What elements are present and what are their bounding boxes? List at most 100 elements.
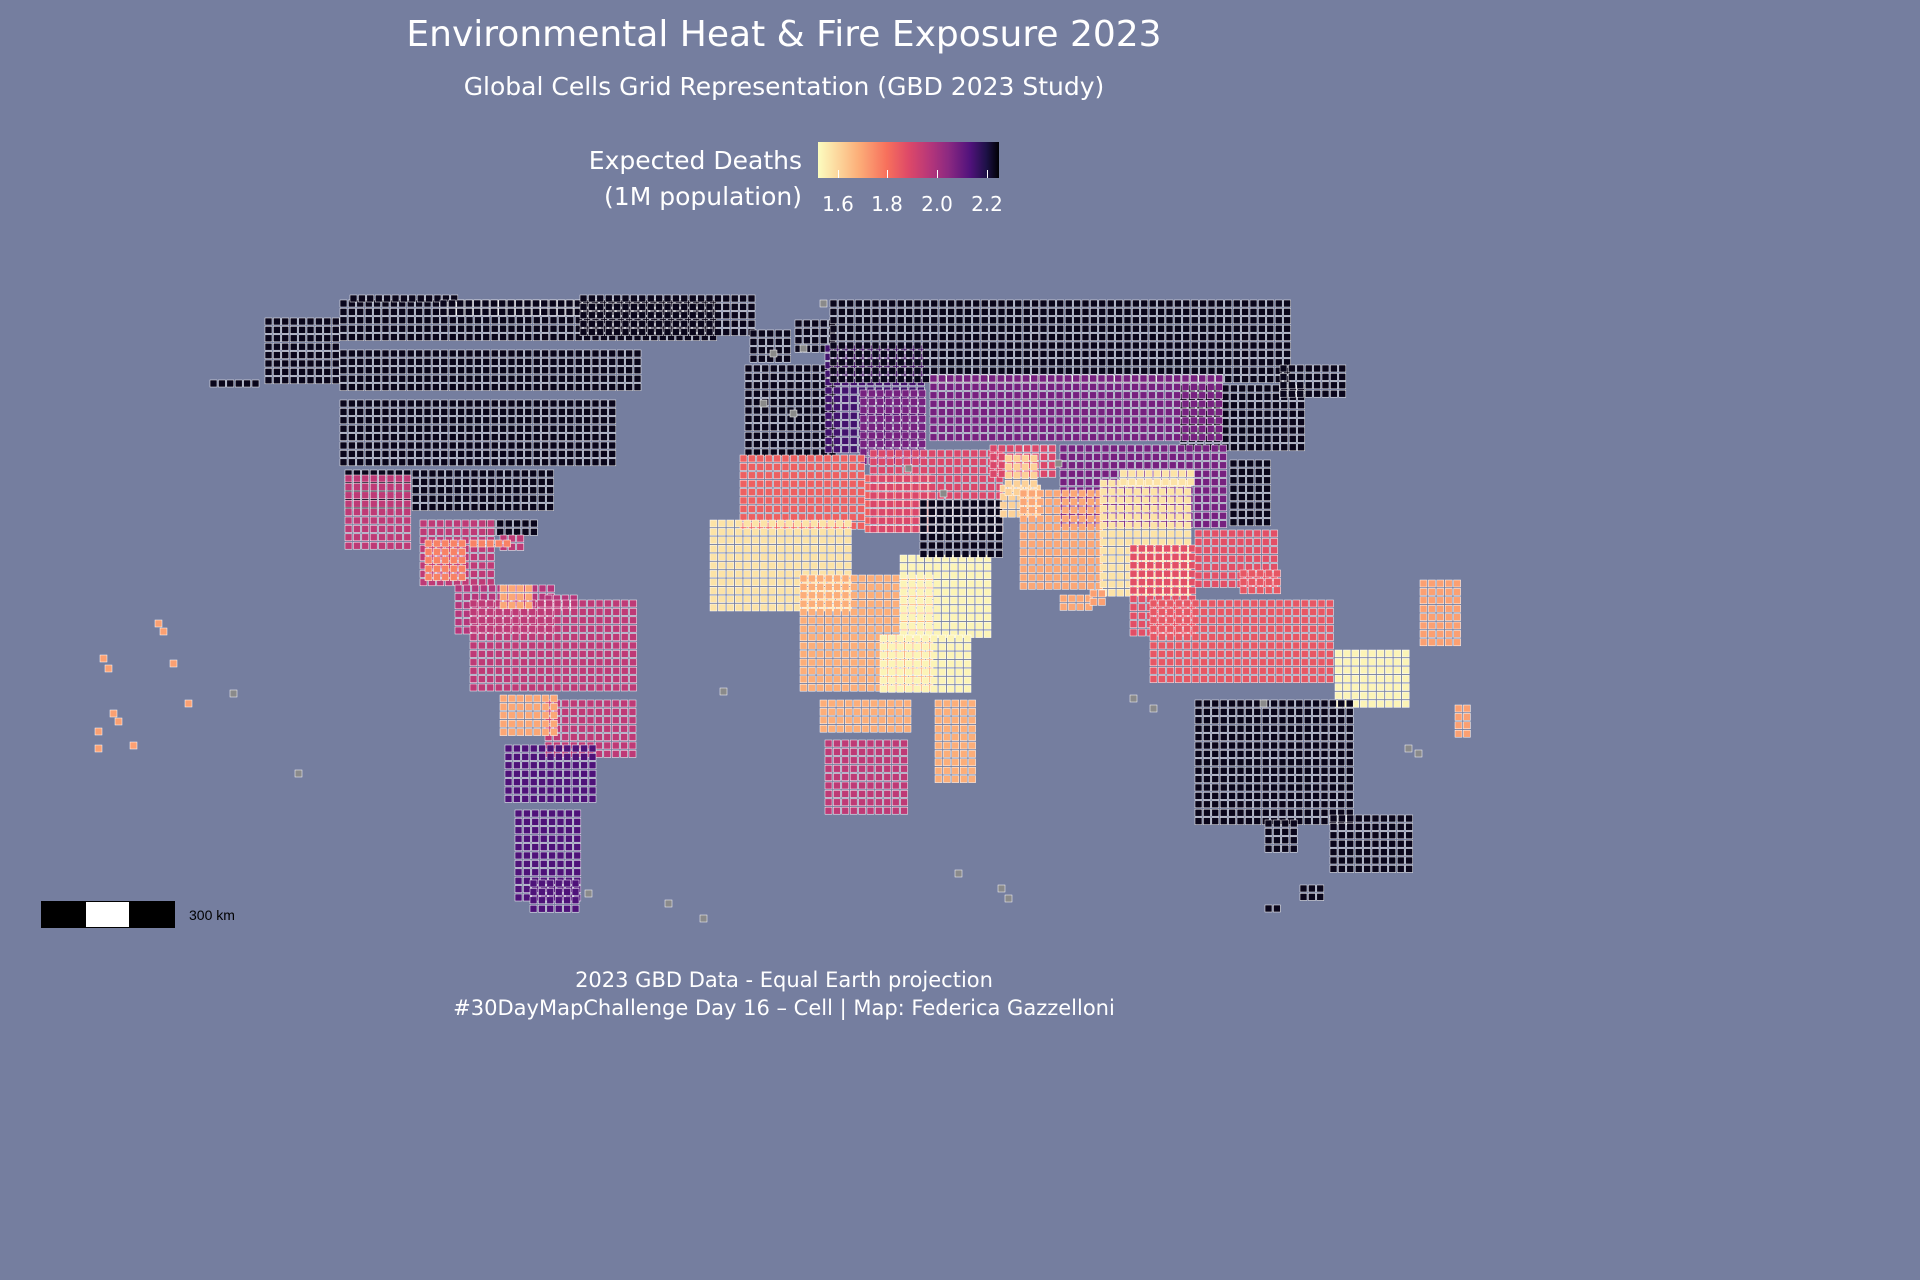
map-cell	[876, 389, 885, 398]
map-cell	[390, 374, 398, 383]
map-cell	[1122, 383, 1131, 391]
map-cell	[440, 324, 449, 333]
map-cell	[433, 564, 441, 573]
map-cell	[595, 599, 604, 608]
map-cell	[456, 299, 465, 308]
map-cell	[988, 425, 997, 433]
map-cell	[1190, 433, 1198, 442]
map-cell	[989, 324, 997, 333]
map-cell	[516, 694, 525, 703]
map-cell	[886, 491, 895, 500]
map-cell	[449, 564, 458, 573]
map-cell	[553, 608, 562, 616]
map-cell	[511, 683, 520, 692]
map-cell	[878, 508, 886, 517]
map-cell	[840, 454, 849, 463]
map-cell	[1106, 350, 1115, 358]
map-cell	[440, 450, 449, 458]
map-cell	[1190, 374, 1198, 383]
map-cell	[273, 368, 281, 376]
map-cell	[1219, 469, 1227, 478]
map-cell	[1013, 488, 1021, 496]
map-cell	[950, 613, 958, 622]
map-cell	[331, 376, 340, 385]
map-cell	[494, 650, 503, 658]
map-cell	[432, 316, 440, 325]
map-cell	[871, 308, 880, 316]
map-cell	[951, 766, 960, 775]
map-cell	[1061, 565, 1070, 573]
map-cell	[530, 519, 538, 528]
map-cell	[591, 458, 600, 467]
map-cell	[959, 741, 968, 750]
map-cell	[899, 588, 908, 596]
map-cell	[1255, 409, 1263, 418]
map-cell	[558, 324, 566, 333]
map-cell	[766, 329, 775, 338]
map-cell	[1036, 565, 1045, 573]
map-cell	[829, 333, 838, 341]
map-cell	[1177, 461, 1185, 470]
map-cell	[532, 458, 541, 467]
map-cell	[541, 416, 549, 425]
map-cell	[537, 478, 546, 486]
map-cell	[562, 650, 570, 658]
map-cell	[498, 299, 507, 308]
map-cell	[398, 366, 407, 375]
map-cell	[390, 416, 398, 425]
map-cell	[1165, 316, 1174, 325]
map-cell	[1241, 366, 1249, 375]
map-cell	[469, 599, 478, 608]
map-cell	[533, 719, 541, 728]
map-cell	[494, 616, 503, 625]
map-cell	[972, 316, 981, 325]
map-cell	[478, 528, 487, 536]
map-cell	[646, 294, 655, 303]
map-cell	[997, 341, 1006, 350]
map-cell	[876, 431, 885, 440]
map-cell	[793, 536, 802, 545]
map-cell	[1108, 504, 1116, 513]
map-cell	[499, 584, 508, 593]
map-cell	[420, 503, 428, 511]
map-cell	[896, 366, 905, 375]
map-cell	[315, 317, 323, 326]
map-cell	[1241, 350, 1249, 358]
map-cell	[515, 308, 523, 316]
map-cell	[824, 591, 833, 600]
map-cell	[688, 311, 697, 320]
map-cell	[550, 711, 558, 720]
map-cell	[1064, 416, 1072, 425]
map-cell	[744, 431, 753, 440]
map-cell	[548, 308, 557, 316]
map-cell	[549, 450, 558, 458]
map-cell	[1044, 573, 1053, 582]
map-cell	[440, 333, 449, 341]
map-cell	[815, 454, 823, 463]
map-cell	[361, 541, 370, 550]
map-cell	[364, 441, 373, 450]
map-cell	[1072, 408, 1081, 416]
map-cell	[989, 341, 997, 350]
map-cell	[922, 375, 930, 383]
map-cell	[846, 341, 855, 350]
map-cell	[776, 570, 785, 578]
map-cell	[850, 574, 858, 583]
map-cell	[827, 528, 835, 536]
map-cell	[838, 324, 846, 333]
map-cell	[857, 471, 865, 480]
map-cell	[1080, 408, 1089, 416]
map-cell	[975, 630, 983, 638]
map-cell	[1106, 316, 1115, 325]
legend-tick-mark	[887, 170, 888, 178]
map-cell	[1090, 316, 1098, 325]
map-cell	[600, 416, 608, 425]
map-cell	[769, 364, 778, 373]
map-cell	[1061, 498, 1070, 506]
map-cell	[1090, 341, 1098, 350]
map-cell	[760, 570, 768, 578]
map-cell	[888, 350, 897, 358]
map-cell	[983, 579, 992, 588]
map-cell	[546, 478, 554, 486]
map-cell	[903, 500, 911, 508]
